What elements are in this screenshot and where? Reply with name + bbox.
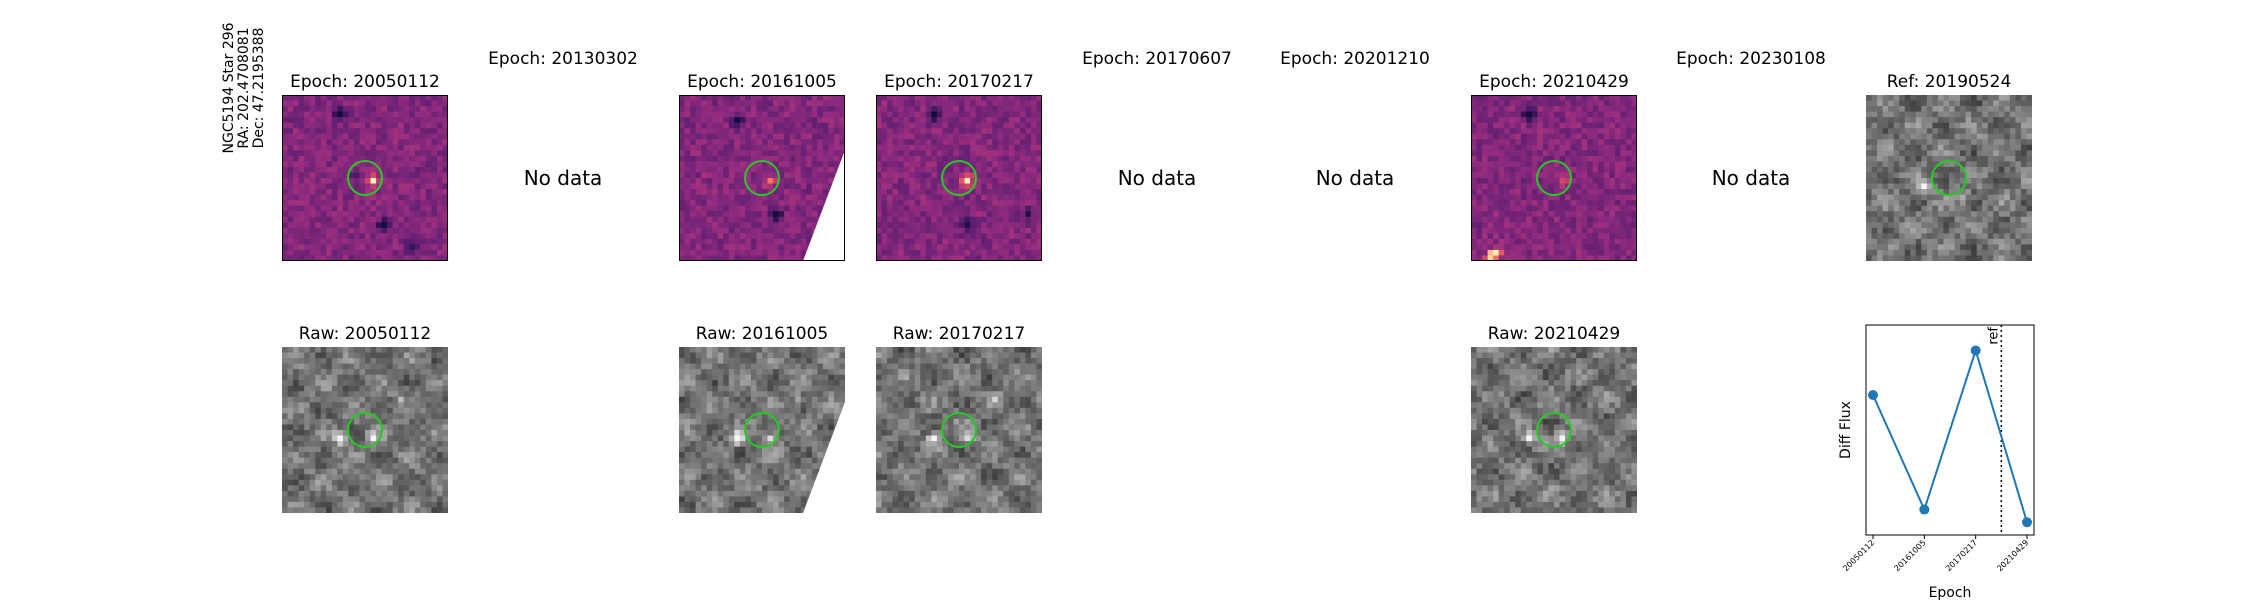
difference-image	[282, 95, 448, 261]
raw-image	[1866, 95, 2032, 261]
difference-image	[679, 95, 845, 261]
x-tick-label: 20170217	[1944, 538, 1979, 573]
panel-title: Epoch: 20170217	[884, 72, 1034, 92]
panel-title: Raw: 20210429	[1488, 324, 1621, 344]
x-tick-label: 20210429	[1995, 538, 2030, 573]
light-curve-svg: ref 20050112 20161005 20170217 20210429 Epoch…	[1800, 305, 2080, 600]
raw-image	[1471, 347, 1637, 513]
difference-image	[1471, 95, 1637, 261]
light-curve-chart: ref 20050112 20161005 20170217 20210429 Epoch…	[1800, 305, 2080, 600]
raw-image	[282, 347, 448, 513]
data-point	[1971, 345, 1981, 355]
star-name: NGC5194 Star 296	[222, 22, 237, 153]
x-axis-label: Epoch	[1929, 585, 1972, 600]
difference-image	[876, 95, 1042, 261]
no-data-label: No data	[1316, 166, 1395, 190]
panel-title: Raw: 20050112	[299, 324, 432, 344]
no-data-label: No data	[1118, 166, 1197, 190]
star-dec: Dec: 47.2195388	[252, 22, 267, 153]
x-tick-label: 20050112	[1841, 538, 1876, 573]
data-point	[2022, 517, 2032, 527]
series-line	[1873, 350, 2027, 522]
data-point	[1919, 505, 1929, 515]
data-point	[1868, 390, 1878, 400]
raw-image	[679, 347, 845, 513]
panel-title: Epoch: 20210429	[1479, 72, 1629, 92]
panel-title: Ref: 20190524	[1887, 72, 2012, 92]
panel-title: Raw: 20170217	[893, 324, 1026, 344]
y-axis-label: Diff Flux	[1838, 401, 1854, 459]
panel-title: Epoch: 20130302	[488, 49, 638, 69]
raw-image	[876, 347, 1042, 513]
x-tick-label: 20161005	[1893, 538, 1928, 573]
no-data-label: No data	[524, 166, 603, 190]
no-data-label: No data	[1712, 166, 1791, 190]
ref-label: ref	[1986, 327, 2001, 345]
star-ra: RA: 202.4708081	[237, 22, 252, 153]
panel-title: Raw: 20161005	[696, 324, 829, 344]
panel-title: Epoch: 20201210	[1280, 49, 1430, 69]
panel-title: Epoch: 20170607	[1082, 49, 1232, 69]
panel-title: Epoch: 20230108	[1676, 49, 1826, 69]
panel-title: Epoch: 20050112	[290, 72, 440, 92]
star-info-label: NGC5194 Star 296 RA: 202.4708081 Dec: 47…	[222, 22, 267, 153]
panel-title: Epoch: 20161005	[687, 72, 837, 92]
